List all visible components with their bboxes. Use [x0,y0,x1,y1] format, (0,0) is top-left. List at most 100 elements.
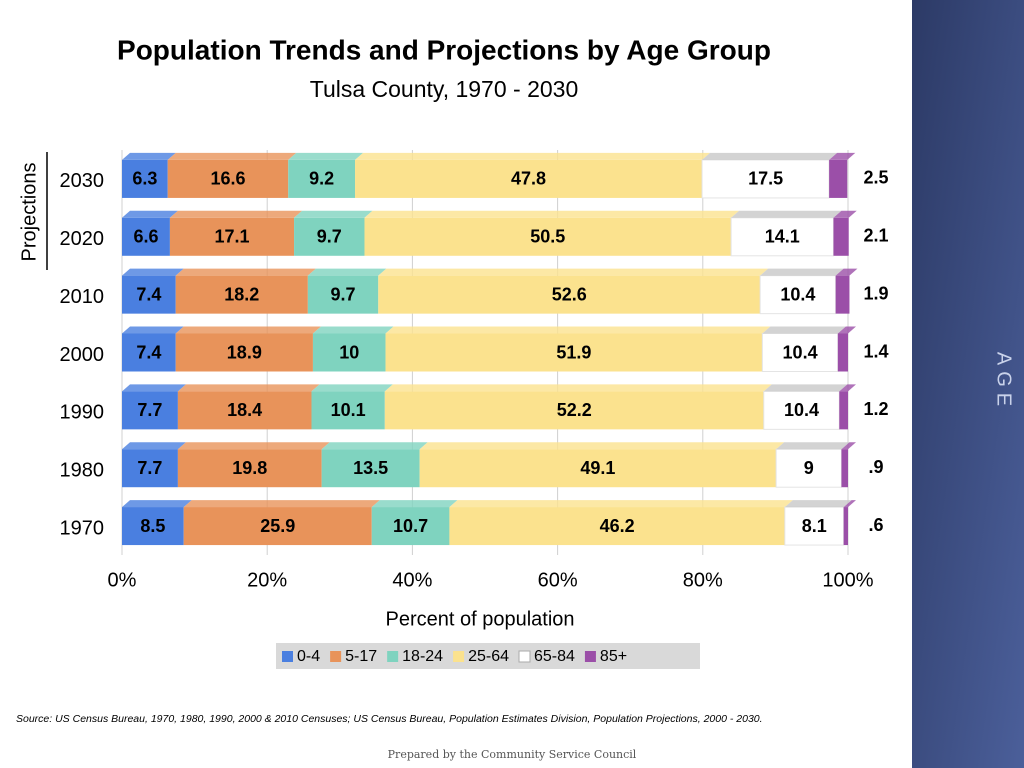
value-label: 13.5 [353,458,388,478]
value-label: 18.2 [224,284,259,304]
value-label: 18.9 [227,342,262,362]
bar-segment [385,333,763,372]
bar-top [321,442,428,450]
bar-segment [837,333,848,372]
bar-segment [841,449,848,488]
bar-top [378,268,769,276]
value-label: 16.6 [210,169,245,189]
value-label: 8.5 [140,516,165,536]
bar-top [183,500,380,508]
bar-segment [177,391,312,430]
legend-swatch [584,651,596,662]
value-label: 7.7 [137,400,162,420]
chart-subtitle: Tulsa County, 1970 - 2030 [310,76,579,102]
bar-top [167,152,297,160]
value-label: 52.6 [552,284,587,304]
value-label: 10.4 [783,342,818,362]
bar-segment [294,217,365,256]
bar-top [841,442,856,450]
bar-segment [833,217,849,256]
bar-segment [784,506,845,546]
bar-segment [122,391,178,430]
bar-top [122,384,186,392]
bar-top [312,326,394,334]
value-label: .9 [868,457,883,477]
value-label: 1.4 [863,341,888,361]
bar-top [175,268,316,276]
legend-label: 25-64 [468,648,509,665]
x-tick-label: 0% [108,569,137,591]
value-label: 2.1 [863,226,888,246]
y-tick-label: 2030 [60,170,105,192]
legend-box [276,643,700,669]
bar-segment [312,333,386,372]
legend-swatch [518,650,531,663]
x-tick-label: 80% [683,569,723,591]
bar-top [288,152,364,160]
bar-segment [122,507,184,546]
bar-top [776,442,850,450]
value-label: 46.2 [600,516,635,536]
x-tick-label: 60% [538,569,578,591]
legend-swatch [330,651,342,662]
value-label: 9.7 [317,227,342,247]
value-label: 17.1 [214,227,249,247]
bar-top [763,384,848,392]
bar-segment [384,391,764,430]
bar-top [122,500,192,508]
legend-swatch [282,651,293,662]
bar-top [762,326,846,334]
value-label: 19.8 [232,458,267,478]
bar-top [122,152,176,160]
bar-top [835,268,858,276]
legend-swatch [387,651,399,662]
bar-segment [835,275,850,314]
x-axis-title: Percent of population [385,608,574,630]
bar-segment [175,275,308,314]
value-label: 1.2 [863,399,888,419]
bar-segment [177,449,322,488]
bar-top [294,210,373,218]
footer: Prepared by the Community Service Counci… [388,748,637,761]
bar-segment [829,159,848,198]
y-tick-label: 1970 [60,517,105,539]
bar-segment [355,159,703,198]
value-label: 14.1 [765,227,800,247]
bar-segment [183,507,372,546]
bar-segment [122,449,178,488]
bar-top [364,210,740,218]
legend-label: 5-17 [345,648,377,665]
bar-top [843,500,856,508]
bar-segment [843,507,848,546]
value-label: 25.9 [260,516,295,536]
bar-segment [122,217,170,256]
bar-top [784,500,852,508]
bar-top [311,384,393,392]
bar-top [122,326,184,334]
value-label: 7.7 [137,458,162,478]
bar-top [177,442,330,450]
bar-top [449,500,793,508]
value-label: 7.4 [136,342,161,362]
value-label: 9 [804,458,814,478]
bar-segment [775,448,842,488]
chart-title: Population Trends and Projections by Age… [117,34,771,65]
value-label: 1.9 [863,283,888,303]
bar-top [833,210,857,218]
legend-label: 85+ [600,648,627,665]
value-label: 10.1 [331,400,366,420]
bar-segment [311,391,385,430]
source-note: Source: US Census Bureau, 1970, 1980, 19… [16,713,763,725]
bar-top [177,384,320,392]
legend-label: 0-4 [297,648,320,665]
bar-top [384,384,772,392]
bar-segment [364,217,732,256]
bar-top [839,384,856,392]
bar-top [837,326,856,334]
value-label: 8.1 [802,516,827,536]
bar-top [307,268,387,276]
bar-segment [122,333,176,372]
bar-segment [371,507,450,546]
bar-top [371,500,458,508]
value-label: 9.7 [331,284,356,304]
